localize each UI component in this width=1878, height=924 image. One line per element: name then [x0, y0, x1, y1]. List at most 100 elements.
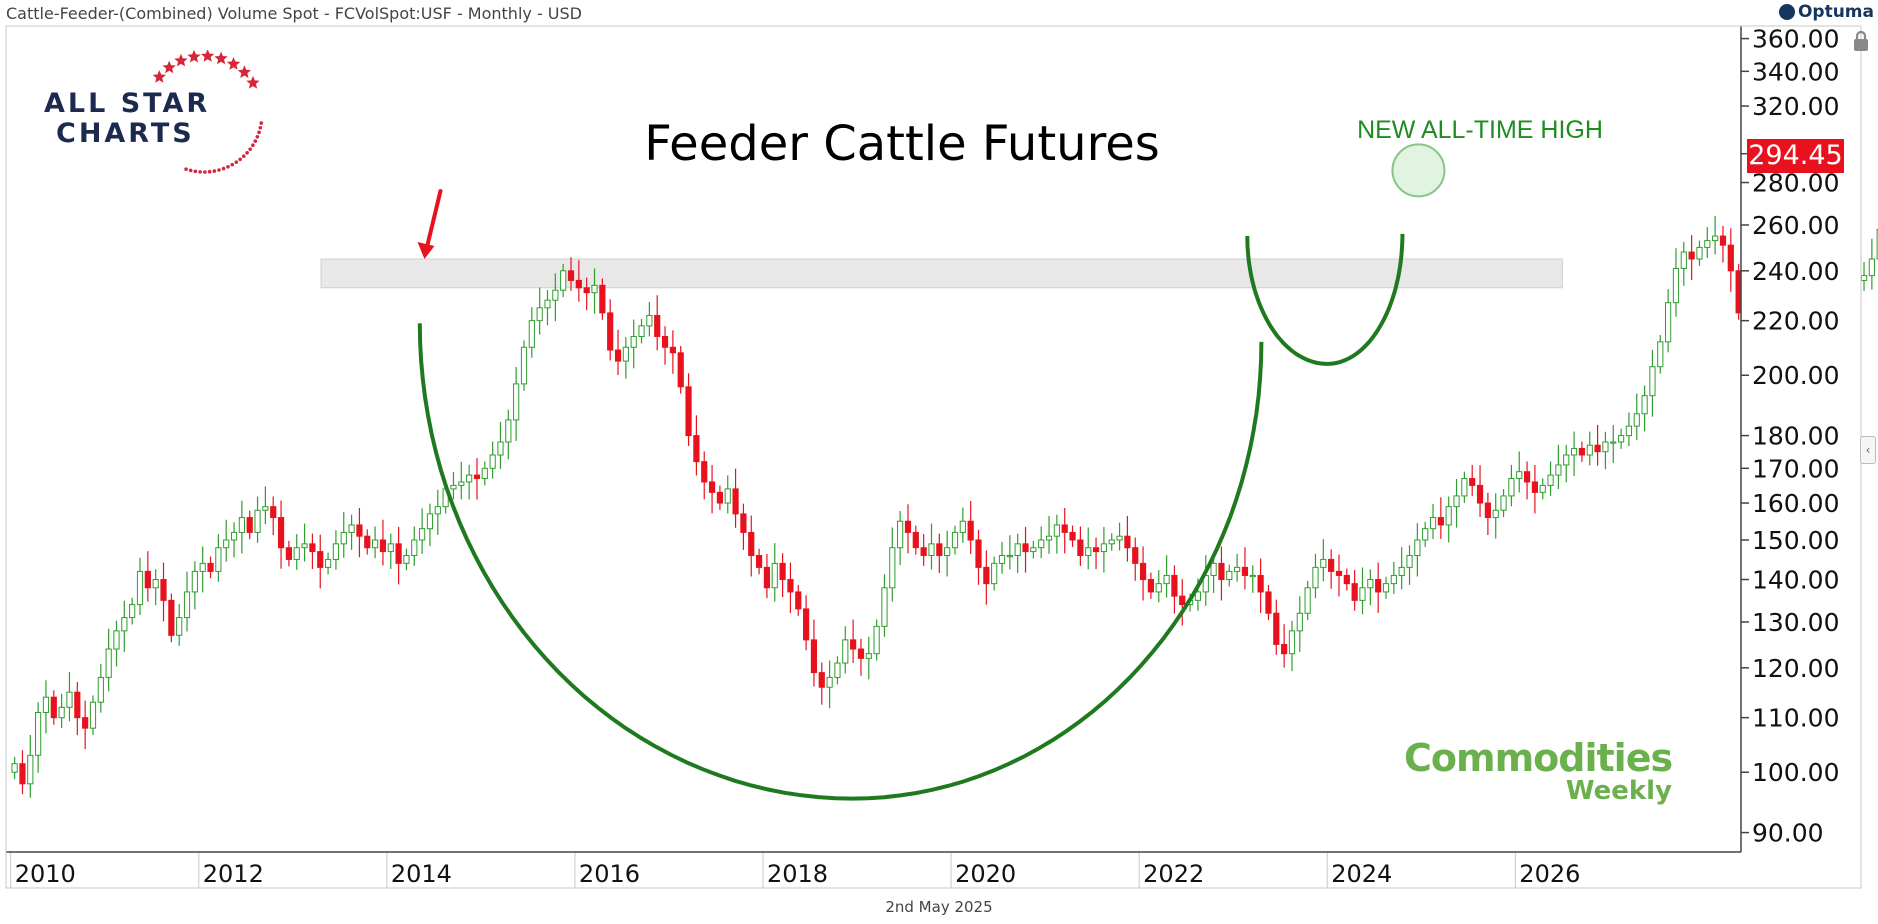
x-tick-label: 2010	[15, 860, 76, 888]
candle-down	[1171, 574, 1178, 597]
logo-dot	[193, 169, 198, 174]
candle-up	[873, 625, 880, 655]
candle-up	[58, 706, 65, 719]
candle-up	[1038, 539, 1045, 549]
logo-dot	[203, 170, 207, 174]
candle-down	[285, 547, 292, 560]
star-icon	[174, 53, 188, 67]
candle-down	[1523, 471, 1531, 483]
candle-up	[1516, 471, 1523, 480]
candle-up	[1163, 574, 1170, 585]
stars-arc-icon	[152, 50, 264, 174]
candle-up	[348, 524, 355, 533]
logo-dot	[230, 162, 235, 167]
candle-down	[1719, 235, 1727, 246]
candle-up	[1006, 554, 1013, 558]
star-icon	[246, 75, 260, 89]
candle-up	[1492, 509, 1499, 519]
candle-down	[317, 551, 324, 568]
candle-down	[575, 279, 582, 289]
logo-dot	[217, 168, 221, 172]
candle-up	[450, 484, 457, 490]
new-high-label: NEW ALL-TIME HIGH	[1357, 116, 1603, 144]
candle-down	[708, 481, 716, 493]
collapse-panel-button[interactable]: ‹	[1860, 436, 1876, 464]
candle-down	[599, 284, 606, 314]
chart-header-title: Cattle-Feeder-(Combined) Volume Spot - F…	[6, 4, 582, 23]
candle-up	[1210, 562, 1217, 576]
x-tick-label: 2022	[1143, 860, 1204, 888]
candle-down	[1484, 502, 1491, 519]
candle-down	[1469, 478, 1476, 486]
logo-dot	[253, 139, 258, 143]
candle-down	[395, 543, 402, 564]
x-tick-label: 2016	[579, 860, 640, 888]
watermark-line-1: Commodities	[1404, 736, 1673, 780]
candle-down	[1061, 524, 1068, 533]
y-tick-label: 320.00	[1752, 92, 1839, 121]
candle-up	[1625, 425, 1633, 437]
candle-up	[466, 474, 473, 483]
y-tick-label: 240.00	[1752, 257, 1839, 286]
candle-up	[646, 314, 653, 327]
candle-up	[481, 467, 488, 480]
candle-up	[1234, 566, 1241, 572]
candle-up	[121, 617, 128, 632]
candle-up	[865, 653, 872, 659]
candle-up	[97, 676, 104, 703]
candle-down	[850, 639, 857, 650]
candle-down	[1437, 517, 1444, 526]
candle-down	[1578, 447, 1586, 456]
candle-up	[630, 335, 637, 348]
candle-down	[912, 531, 919, 549]
logo-dot	[198, 170, 202, 174]
candle-up	[176, 617, 183, 636]
logo-dot	[245, 151, 249, 155]
candle-down	[818, 672, 825, 688]
candle-up	[1296, 612, 1303, 632]
optuma-icon	[1778, 4, 1795, 20]
y-tick-label: 160.00	[1752, 489, 1839, 518]
candle-down	[1257, 574, 1264, 593]
x-axis-gridlines	[10, 852, 1516, 888]
candle-down	[82, 717, 89, 729]
candle-up	[403, 554, 410, 564]
candle-up	[1312, 566, 1319, 589]
candle-down	[207, 562, 214, 572]
star-icon	[237, 65, 251, 78]
candle-up	[1288, 630, 1296, 655]
candle-up	[332, 543, 340, 560]
candle-up	[42, 696, 50, 713]
x-tick-label: 2012	[203, 860, 264, 888]
candle-up	[1100, 543, 1107, 553]
candle-down	[983, 566, 990, 585]
candle-down	[787, 579, 794, 593]
candle-down	[614, 349, 622, 362]
candle-up	[881, 587, 888, 627]
logo-dot	[226, 165, 230, 169]
y-tick-label: 360.00	[1752, 25, 1839, 54]
candle-up	[230, 531, 238, 541]
candle-down	[1727, 244, 1734, 272]
candle-down	[1132, 547, 1139, 564]
candle-up	[1390, 574, 1397, 585]
candle-down	[50, 696, 57, 719]
candle-up	[371, 539, 379, 549]
candle-up	[1657, 341, 1664, 368]
candle-down	[654, 314, 661, 337]
candle-down	[270, 506, 277, 519]
candle-down	[1594, 444, 1601, 453]
chart-title: Feeder Cattle Futures	[644, 116, 1160, 172]
lock-icon[interactable]	[1852, 30, 1870, 52]
resistance-zone	[320, 258, 1563, 289]
candle-up	[1461, 478, 1468, 497]
candle-down	[168, 599, 175, 636]
candle-up	[897, 520, 904, 549]
candle-up	[411, 539, 418, 556]
y-tick-label: 180.00	[1752, 422, 1839, 451]
star-icon	[201, 50, 215, 62]
candle-down	[857, 648, 865, 659]
candle-up	[458, 481, 465, 486]
candle-down	[309, 543, 316, 553]
